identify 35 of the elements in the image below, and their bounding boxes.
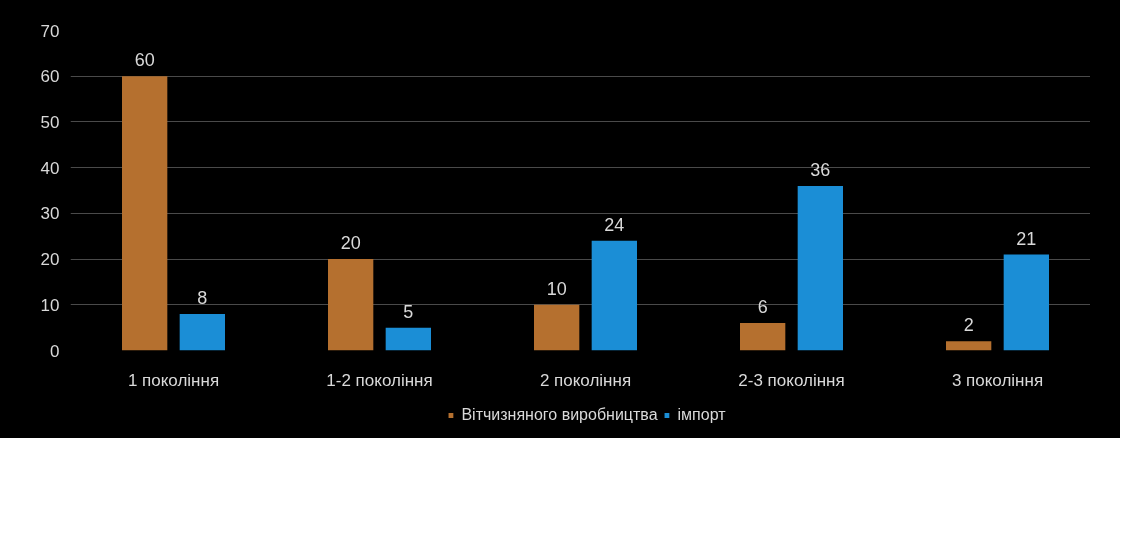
y-tick-label: 10 xyxy=(40,295,60,315)
bar xyxy=(946,341,992,351)
bar xyxy=(591,240,637,351)
bar xyxy=(1003,254,1049,351)
y-tick-label: 50 xyxy=(40,112,60,132)
bar xyxy=(328,259,374,351)
y-tick-label: 40 xyxy=(40,158,60,178)
data-label: 36 xyxy=(810,159,831,180)
y-tick-label: 30 xyxy=(40,204,60,224)
data-label: 5 xyxy=(403,301,414,322)
bar xyxy=(740,323,786,351)
bar xyxy=(534,304,580,351)
x-tick-label: 3 покоління xyxy=(951,370,1044,390)
data-label: 2 xyxy=(963,315,974,336)
data-label: 24 xyxy=(604,214,625,235)
y-tick-label: 0 xyxy=(50,341,60,361)
y-tick-label: 60 xyxy=(40,67,60,87)
legend-label: Вітчизняного виробництва xyxy=(461,406,658,424)
data-label: 10 xyxy=(546,278,567,299)
data-label: 6 xyxy=(757,297,768,318)
bar xyxy=(797,185,843,351)
y-tick-label: 70 xyxy=(40,21,60,41)
data-label: 60 xyxy=(134,50,155,71)
data-label: 8 xyxy=(197,287,208,308)
data-label: 21 xyxy=(1016,228,1037,249)
data-label: 20 xyxy=(340,233,361,254)
x-tick-label: 2-3 покоління xyxy=(738,370,845,390)
x-tick-label: 1-2 покоління xyxy=(326,370,433,390)
x-tick-label: 2 покоління xyxy=(539,370,632,390)
x-tick-label: 1 покоління xyxy=(127,370,220,390)
bar xyxy=(122,76,168,351)
bar xyxy=(385,327,431,351)
legend-label: імпорт xyxy=(677,406,726,424)
bar xyxy=(179,313,225,351)
y-tick-label: 20 xyxy=(40,250,60,270)
